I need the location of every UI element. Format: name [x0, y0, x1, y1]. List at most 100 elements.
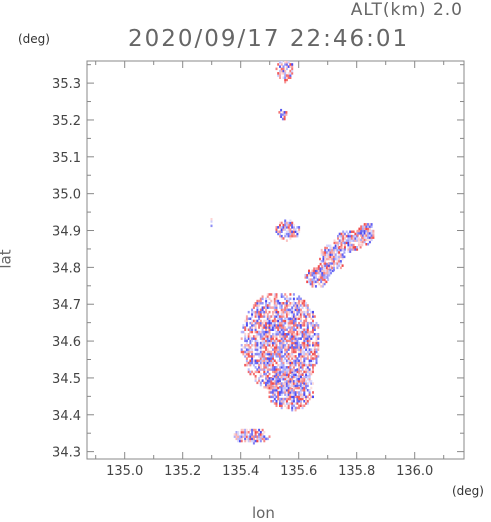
data-cell: [299, 348, 302, 351]
data-cell: [273, 344, 276, 347]
data-cell: [281, 111, 284, 114]
data-cell: [245, 348, 248, 351]
data-cell: [289, 304, 292, 307]
data-cell: [245, 435, 248, 438]
data-cell: [299, 359, 302, 362]
data-cell: [251, 310, 254, 314]
data-cell: [287, 310, 290, 314]
data-cell: [277, 317, 280, 320]
data-cell: [272, 366, 274, 369]
data-cell: [298, 306, 301, 309]
data-cell: [279, 373, 281, 376]
axis-ticks: 135.0 135.2 135.4 135.6 135.8 136.034.334.434…: [52, 61, 464, 479]
data-cell: [245, 321, 248, 325]
data-cell: [363, 238, 366, 242]
data-cell: [296, 379, 299, 382]
data-cell: [263, 355, 266, 358]
data-cell: [301, 350, 304, 354]
data-cell: [320, 276, 323, 279]
data-cell: [245, 357, 248, 360]
data-cell: [313, 315, 316, 318]
data-cell: [305, 370, 308, 374]
data-cell: [277, 310, 280, 314]
data-cell: [299, 355, 302, 358]
data-cell: [245, 428, 248, 432]
data-cell: [327, 251, 330, 254]
data-cell: [249, 341, 252, 345]
data-cell: [245, 433, 248, 436]
data-cell: [282, 69, 285, 73]
data-cell: [265, 330, 268, 334]
data-cell: [296, 326, 299, 329]
data-cell: [335, 241, 338, 245]
data-cell: [270, 337, 273, 340]
data-cell: [312, 357, 314, 360]
data-cell: [282, 339, 285, 343]
data-cell: [291, 350, 294, 354]
data-cell: [289, 321, 292, 325]
data-cell: [263, 337, 266, 340]
data-cell: [298, 361, 301, 365]
data-cell: [282, 402, 285, 405]
data-cell: [312, 368, 314, 371]
data-cell: [252, 442, 255, 445]
data-cell: [273, 326, 276, 329]
data-cell: [322, 255, 325, 259]
data-cell: [273, 321, 276, 325]
data-cell: [358, 229, 361, 233]
data-cell: [356, 232, 359, 235]
data-cell: [332, 251, 335, 254]
data-cell: [275, 382, 278, 385]
data-cell: [301, 355, 304, 358]
data-cell: [266, 370, 269, 374]
data-cell: [275, 226, 278, 229]
data-cell: [284, 377, 287, 381]
data-cell: [256, 341, 259, 345]
data-cell: [303, 304, 306, 307]
data-cell: [252, 310, 255, 314]
data-cell: [275, 391, 278, 394]
data-cell: [244, 439, 247, 443]
data-cell: [298, 333, 301, 336]
data-cell: [280, 108, 283, 112]
data-cell: [284, 352, 287, 356]
data-cell: [265, 372, 268, 376]
y-tick-label: 34.4: [52, 409, 81, 424]
data-cell: [284, 389, 287, 392]
data-cell: [305, 375, 308, 379]
data-cell: [282, 377, 285, 381]
data-cell: [296, 368, 299, 371]
data-cell: [340, 243, 343, 247]
data-cell: [298, 344, 301, 347]
data-cell: [294, 361, 297, 365]
data-cell: [292, 391, 295, 394]
data-cell: [285, 306, 288, 309]
data-cell: [252, 344, 255, 347]
data-cell: [272, 386, 274, 390]
data-cell: [329, 251, 332, 254]
data-cell: [277, 393, 280, 396]
data-cell: [289, 337, 292, 340]
data-cell: [258, 304, 261, 307]
data-cell: [279, 69, 281, 73]
data-cell: [326, 262, 329, 266]
data-cell: [312, 341, 314, 345]
data-cell: [254, 313, 257, 316]
data-cell: [317, 337, 320, 340]
data-cell: [273, 308, 276, 312]
data-cell: [303, 404, 306, 407]
data-cell: [275, 324, 278, 327]
data-cell: [284, 310, 287, 314]
data-cell: [308, 363, 311, 367]
data-cell: [247, 328, 250, 331]
data-cell: [279, 326, 281, 329]
data-cell: [347, 248, 350, 251]
data-cell: [291, 335, 294, 338]
data-cell: [306, 315, 309, 318]
data-cell: [256, 344, 259, 347]
data-cell: [291, 313, 294, 316]
data-cell: [270, 400, 273, 403]
data-cell: [249, 350, 252, 354]
data-cell: [294, 328, 297, 331]
data-cell: [294, 382, 297, 385]
